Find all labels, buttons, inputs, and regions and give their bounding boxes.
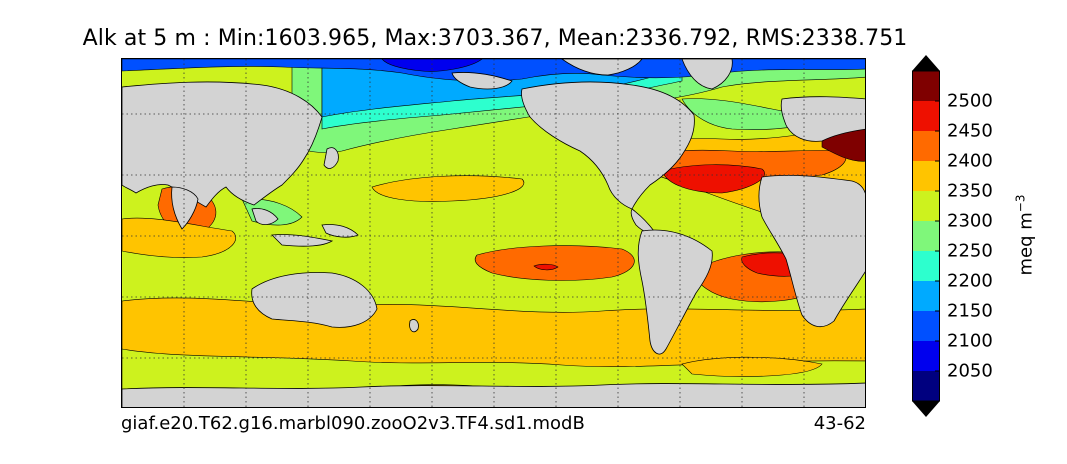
colorbar-swatch <box>912 101 940 132</box>
map-title: Alk at 5 m : Min:1603.965, Max:3703.367,… <box>82 26 908 51</box>
colorbar-tick-label: 2200 <box>947 270 993 292</box>
colorbar-swatch <box>912 281 940 312</box>
colorbar <box>912 55 940 417</box>
colorbar-swatch <box>912 191 940 222</box>
colorbar-swatch <box>912 341 940 372</box>
case-name-caption: giaf.e20.T62.g16.marbl090.zooO2v3.TF4.sd… <box>121 413 585 434</box>
colorbar-extend-top <box>912 55 940 71</box>
colorbar-swatch <box>912 221 940 252</box>
colorbar-swatch <box>912 311 940 342</box>
colorbar-unit-label: meq m−3 <box>1014 175 1037 295</box>
alkalinity-map <box>121 58 866 408</box>
colorbar-tick-label: 2250 <box>947 240 993 262</box>
colorbar-tick-label: 2150 <box>947 300 993 322</box>
colorbar-tick-label: 2050 <box>947 360 993 382</box>
colorbar-swatch <box>912 71 940 102</box>
colorbar-tick-label: 2350 <box>947 180 993 202</box>
colorbar-tick-label: 2100 <box>947 330 993 352</box>
colorbar-tick-label: 2400 <box>947 150 993 172</box>
colorbar-tick-label: 2300 <box>947 210 993 232</box>
colorbar-swatch <box>912 251 940 282</box>
colorbar-unit-exponent: −3 <box>1013 194 1028 213</box>
colorbar-extend-bottom <box>912 401 940 417</box>
colorbar-swatch <box>912 161 940 192</box>
colorbar-tick-label: 2500 <box>947 90 993 112</box>
colorbar-unit-text: meq m <box>1015 212 1037 276</box>
colorbar-tick-label: 2450 <box>947 120 993 142</box>
colorbar-swatch <box>912 371 940 402</box>
colorbar-swatch <box>912 131 940 162</box>
colorbar-frame <box>912 70 940 402</box>
year-range-caption: 43-62 <box>813 413 866 434</box>
